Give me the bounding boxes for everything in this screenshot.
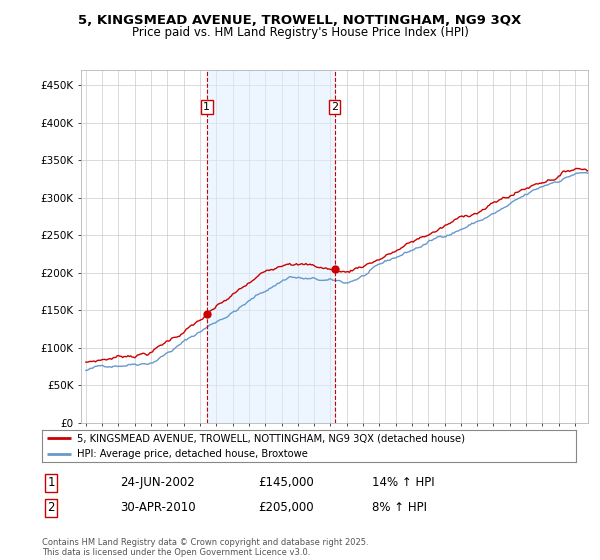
Text: £145,000: £145,000 (258, 476, 314, 489)
Text: 2: 2 (47, 501, 55, 515)
Text: Price paid vs. HM Land Registry's House Price Index (HPI): Price paid vs. HM Land Registry's House … (131, 26, 469, 39)
Text: £205,000: £205,000 (258, 501, 314, 515)
Text: 30-APR-2010: 30-APR-2010 (120, 501, 196, 515)
Text: 1: 1 (203, 102, 210, 112)
Text: 2: 2 (331, 102, 338, 112)
Text: 1: 1 (47, 476, 55, 489)
Text: HPI: Average price, detached house, Broxtowe: HPI: Average price, detached house, Brox… (77, 449, 308, 459)
Bar (207, 70, 335, 423)
Text: 8% ↑ HPI: 8% ↑ HPI (372, 501, 427, 515)
Text: 14% ↑ HPI: 14% ↑ HPI (372, 476, 434, 489)
Text: 5, KINGSMEAD AVENUE, TROWELL, NOTTINGHAM, NG9 3QX (detached house): 5, KINGSMEAD AVENUE, TROWELL, NOTTINGHAM… (77, 433, 465, 444)
Text: Contains HM Land Registry data © Crown copyright and database right 2025.
This d: Contains HM Land Registry data © Crown c… (42, 538, 368, 557)
Text: 24-JUN-2002: 24-JUN-2002 (120, 476, 195, 489)
Text: 5, KINGSMEAD AVENUE, TROWELL, NOTTINGHAM, NG9 3QX: 5, KINGSMEAD AVENUE, TROWELL, NOTTINGHAM… (79, 14, 521, 27)
